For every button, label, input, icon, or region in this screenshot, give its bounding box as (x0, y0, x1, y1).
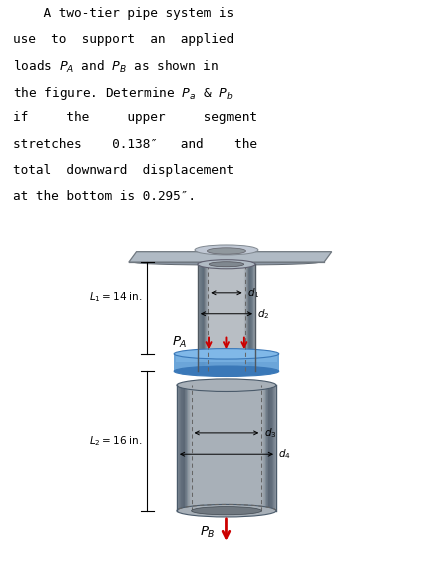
Bar (184, 385, 191, 511)
Ellipse shape (198, 260, 255, 269)
Bar (183, 385, 191, 511)
Bar (264, 385, 272, 511)
Ellipse shape (174, 349, 279, 359)
Text: $d_3$: $d_3$ (264, 426, 276, 440)
Ellipse shape (207, 248, 245, 254)
Bar (182, 385, 190, 511)
Text: $d_2$: $d_2$ (257, 307, 270, 321)
Bar (264, 385, 272, 511)
Text: at the bottom is 0.295″.: at the bottom is 0.295″. (13, 190, 196, 203)
Bar (178, 385, 185, 511)
Bar (176, 356, 277, 361)
Text: $L_2 = 16$ in.: $L_2 = 16$ in. (89, 434, 143, 448)
Bar (246, 265, 252, 371)
Bar (244, 265, 250, 371)
Bar (247, 265, 253, 371)
Bar (268, 385, 276, 511)
Bar (266, 385, 273, 511)
Ellipse shape (209, 262, 244, 267)
Bar (265, 385, 273, 511)
Text: $P_A$: $P_A$ (172, 335, 187, 350)
Text: use  to  support  an  applied: use to support an applied (13, 33, 234, 46)
Text: the figure. Determine $P_a$ & $P_b$: the figure. Determine $P_a$ & $P_b$ (13, 85, 233, 102)
Bar (262, 385, 270, 511)
Bar (244, 265, 250, 371)
Bar (199, 265, 205, 371)
Ellipse shape (195, 245, 258, 255)
Bar (247, 265, 254, 371)
Bar (198, 265, 204, 371)
Bar (248, 265, 254, 371)
Bar (178, 385, 186, 511)
Bar (202, 265, 208, 371)
Text: loads $P_A$ and $P_B$ as shown in: loads $P_A$ and $P_B$ as shown in (13, 59, 219, 75)
Bar (261, 385, 269, 511)
Bar (249, 265, 255, 371)
Bar (203, 265, 210, 371)
Bar (245, 265, 251, 371)
Bar (267, 385, 274, 511)
Text: $d_1$: $d_1$ (247, 286, 260, 300)
Bar (267, 385, 275, 511)
Bar (202, 265, 208, 371)
Bar (177, 385, 276, 511)
Bar (179, 385, 187, 511)
Bar (179, 385, 187, 511)
Bar (263, 385, 270, 511)
Ellipse shape (177, 379, 276, 392)
Bar (246, 265, 252, 371)
Ellipse shape (174, 366, 279, 376)
Bar (181, 385, 189, 511)
Bar (183, 385, 190, 511)
Text: $d_4$: $d_4$ (278, 447, 291, 461)
Text: if     the     upper     segment: if the upper segment (13, 112, 257, 124)
Ellipse shape (177, 504, 276, 517)
Bar (203, 265, 209, 371)
Bar (180, 385, 188, 511)
Bar (203, 265, 210, 371)
Bar (181, 385, 188, 511)
Bar (245, 265, 251, 371)
Bar (198, 265, 205, 371)
Bar (200, 265, 206, 371)
Ellipse shape (192, 507, 261, 515)
Bar (200, 265, 207, 371)
Ellipse shape (134, 259, 319, 265)
Bar (201, 265, 207, 371)
Bar (243, 265, 249, 371)
Bar (198, 265, 255, 371)
Bar (177, 385, 184, 511)
Polygon shape (129, 252, 332, 262)
Bar (174, 354, 279, 371)
Bar (268, 385, 275, 511)
Bar (248, 265, 254, 371)
Text: A two-tier pipe system is: A two-tier pipe system is (13, 7, 234, 20)
Text: total  downward  displacement: total downward displacement (13, 164, 234, 177)
Bar (263, 385, 271, 511)
Text: $L_1 = 14$ in.: $L_1 = 14$ in. (89, 290, 143, 304)
Text: stretches    0.138″   and    the: stretches 0.138″ and the (13, 138, 257, 150)
Text: $P_B$: $P_B$ (200, 525, 216, 540)
Bar (200, 265, 206, 371)
